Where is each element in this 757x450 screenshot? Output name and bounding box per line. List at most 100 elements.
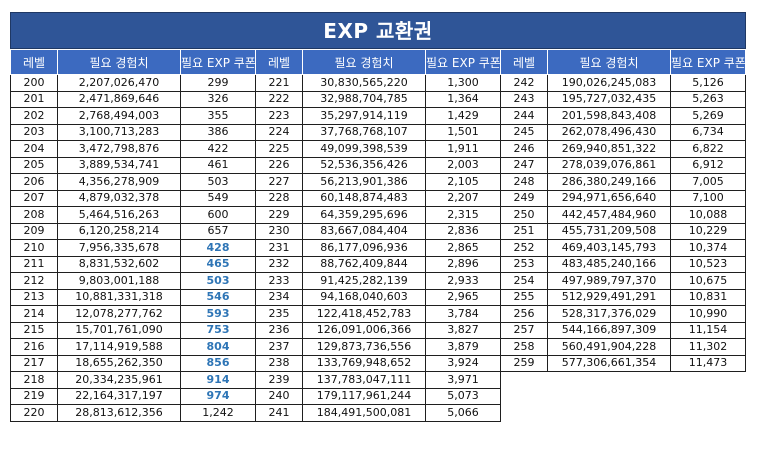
cell-level: 215	[10, 321, 58, 339]
table-row: 202 2,768,494,003 355 223 35,297,914,119 1,42…	[10, 107, 746, 125]
cell-coupon: 5,066	[425, 404, 501, 422]
cell-exp: 201,598,843,408	[547, 107, 671, 125]
empty-cell	[501, 372, 548, 389]
cell-level: 219	[10, 387, 58, 405]
cell-coupon: 1,429	[425, 107, 501, 125]
cell-coupon: 1,242	[180, 404, 256, 422]
cell-exp: 294,971,656,640	[547, 189, 671, 207]
empty-cell	[501, 388, 548, 405]
empty-cell	[671, 405, 746, 422]
cell-coupon: 7,005	[670, 173, 746, 191]
header-level: 레벨	[500, 49, 548, 75]
cell-coupon: 2,965	[425, 288, 501, 306]
cell-coupon: 1,501	[425, 123, 501, 141]
cell-exp: 3,100,713,283	[57, 123, 181, 141]
header-level: 레벨	[255, 49, 303, 75]
cell-exp: 3,472,798,876	[57, 140, 181, 158]
cell-exp: 10,881,331,318	[57, 288, 181, 306]
cell-level: 241	[255, 404, 303, 422]
cell-coupon: 10,523	[670, 255, 746, 273]
cell-level: 206	[10, 173, 58, 191]
table-row: 215 15,701,761,090 753 236 126,091,006,366 3,…	[10, 321, 746, 339]
cell-exp: 4,879,032,378	[57, 189, 181, 207]
empty-cell	[671, 372, 746, 389]
cell-exp: 497,989,797,370	[547, 272, 671, 290]
cell-coupon: 5,263	[670, 90, 746, 108]
cell-level: 255	[500, 288, 548, 306]
cell-level: 203	[10, 123, 58, 141]
table-row: 218 20,334,235,961 914 239 137,783,047,111 3,…	[10, 371, 746, 389]
cell-level: 214	[10, 305, 58, 323]
cell-coupon: 11,473	[670, 354, 746, 372]
cell-level: 220	[10, 404, 58, 422]
header-coupon: 필요 EXP 쿠폰	[180, 49, 256, 75]
cell-exp: 190,026,245,083	[547, 74, 671, 92]
cell-exp: 469,403,145,793	[547, 239, 671, 257]
cell-coupon: 657	[180, 222, 256, 240]
cell-exp: 20,334,235,961	[57, 371, 181, 389]
cell-level: 234	[255, 288, 303, 306]
cell-exp: 64,359,295,696	[302, 206, 426, 224]
cell-level: 204	[10, 140, 58, 158]
cell-coupon: 3,827	[425, 321, 501, 339]
cell-level: 237	[255, 338, 303, 356]
cell-coupon: 503	[180, 272, 256, 290]
cell-exp: 184,491,500,081	[302, 404, 426, 422]
cell-coupon: 10,088	[670, 206, 746, 224]
cell-exp: 2,768,494,003	[57, 107, 181, 125]
empty-cell	[548, 372, 671, 389]
cell-level: 200	[10, 74, 58, 92]
cell-coupon: 11,154	[670, 321, 746, 339]
cell-coupon: 804	[180, 338, 256, 356]
cell-exp: 483,485,240,166	[547, 255, 671, 273]
cell-level: 245	[500, 123, 548, 141]
cell-exp: 133,769,948,652	[302, 354, 426, 372]
cell-exp: 15,701,761,090	[57, 321, 181, 339]
cell-level: 253	[500, 255, 548, 273]
cell-coupon: 2,003	[425, 156, 501, 174]
cell-exp: 9,803,001,188	[57, 272, 181, 290]
table-row: 210 7,956,335,678 428 231 86,177,096,936 2,86…	[10, 239, 746, 257]
table-row: 217 18,655,262,350 856 238 133,769,948,652 3,…	[10, 354, 746, 372]
table-row: 214 12,078,277,762 593 235 122,418,452,783 3,…	[10, 305, 746, 323]
cell-coupon: 7,100	[670, 189, 746, 207]
cell-exp: 126,091,006,366	[302, 321, 426, 339]
cell-level: 216	[10, 338, 58, 356]
cell-coupon: 3,784	[425, 305, 501, 323]
cell-coupon: 6,822	[670, 140, 746, 158]
cell-level: 224	[255, 123, 303, 141]
table-row: 203 3,100,713,283 386 224 37,768,768,107 1,50…	[10, 123, 746, 141]
cell-coupon: 753	[180, 321, 256, 339]
cell-coupon: 3,971	[425, 371, 501, 389]
cell-exp: 544,166,897,309	[547, 321, 671, 339]
table-row: 220 28,813,612,356 1,242 241 184,491,500,081…	[10, 404, 746, 422]
cell-exp: 35,297,914,119	[302, 107, 426, 125]
table-row: 208 5,464,516,263 600 229 64,359,295,696 2,31…	[10, 206, 746, 224]
cell-exp: 56,213,901,386	[302, 173, 426, 191]
cell-exp: 137,783,047,111	[302, 371, 426, 389]
cell-coupon: 3,879	[425, 338, 501, 356]
cell-exp: 2,207,026,470	[57, 74, 181, 92]
cell-coupon: 10,374	[670, 239, 746, 257]
header-row: 레벨 필요 경험치 필요 EXP 쿠폰 레벨 필요 경험치 필요 EXP 쿠폰 …	[10, 49, 746, 75]
cell-exp: 179,117,961,244	[302, 387, 426, 405]
cell-exp: 88,762,409,844	[302, 255, 426, 273]
cell-exp: 22,164,317,197	[57, 387, 181, 405]
cell-level: 240	[255, 387, 303, 405]
cell-coupon: 5,269	[670, 107, 746, 125]
header-exp: 필요 경험치	[57, 49, 181, 75]
cell-coupon: 5,126	[670, 74, 746, 92]
cell-level: 205	[10, 156, 58, 174]
cell-level: 252	[500, 239, 548, 257]
cell-level: 250	[500, 206, 548, 224]
cell-exp: 528,317,376,029	[547, 305, 671, 323]
table-row: 206 4,356,278,909 503 227 56,213,901,386 2,10…	[10, 173, 746, 191]
cell-level: 242	[500, 74, 548, 92]
cell-coupon: 2,315	[425, 206, 501, 224]
cell-level: 225	[255, 140, 303, 158]
cell-level: 259	[500, 354, 548, 372]
cell-exp: 12,078,277,762	[57, 305, 181, 323]
cell-level: 208	[10, 206, 58, 224]
cell-exp: 278,039,076,861	[547, 156, 671, 174]
cell-exp: 577,306,661,354	[547, 354, 671, 372]
